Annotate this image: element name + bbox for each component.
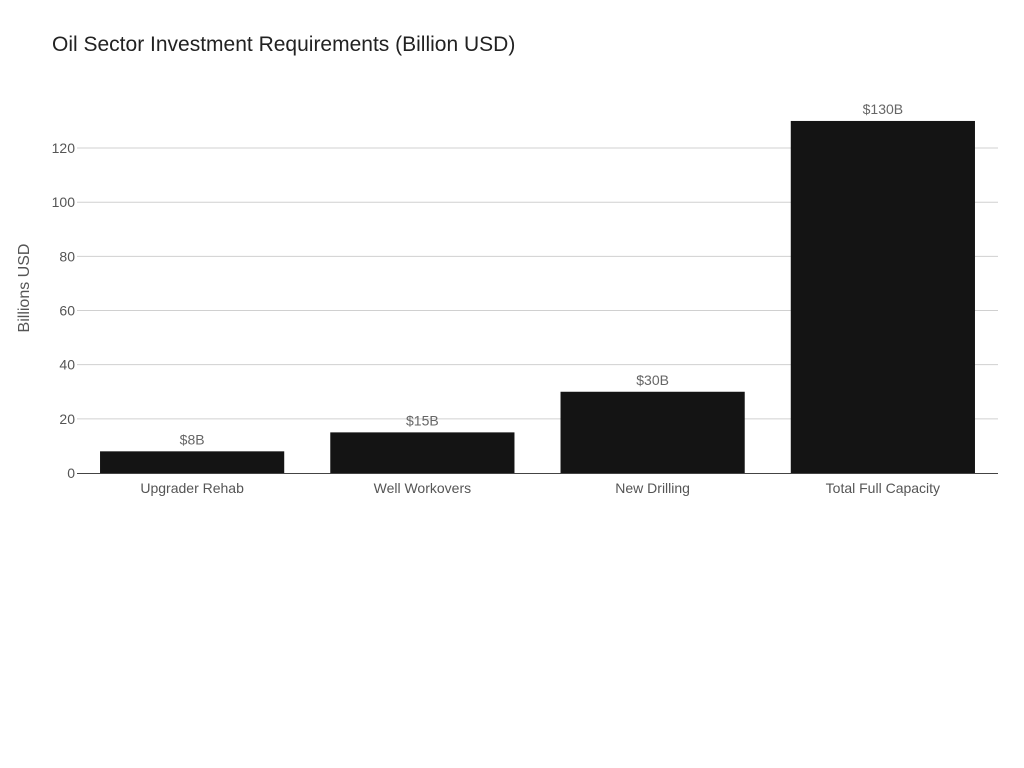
x-axis-ticks: Upgrader Rehab Well Workovers New Drilling…	[140, 480, 940, 496]
chart-title: Oil Sector Investment Requirements (Bill…	[52, 33, 515, 56]
bars	[100, 120, 975, 473]
data-label: $30B	[636, 372, 669, 388]
y-axis-label: Billions USD	[16, 244, 33, 333]
y-tick-label: 40	[59, 357, 75, 373]
y-tick-label: 120	[52, 140, 76, 156]
bar	[330, 432, 515, 473]
y-tick-label: 20	[59, 411, 75, 427]
x-tick-label: New Drilling	[615, 480, 690, 496]
data-label: $130B	[863, 101, 903, 117]
y-tick-label: 80	[59, 248, 75, 264]
y-tick-label: 60	[59, 303, 75, 319]
data-label: $8B	[180, 431, 205, 447]
x-tick-label: Well Workovers	[374, 480, 472, 496]
x-tick-label: Upgrader Rehab	[140, 480, 244, 496]
data-labels: $8B $15B $30B $130B	[180, 101, 903, 447]
x-tick-label: Total Full Capacity	[826, 480, 940, 496]
data-label: $15B	[406, 412, 439, 428]
y-axis-ticks: 0 20 40 60 80 100 120	[52, 140, 76, 481]
bar	[560, 391, 745, 473]
y-tick-label: 100	[52, 194, 76, 210]
bar	[100, 451, 285, 473]
y-tick-label: 0	[67, 465, 75, 481]
bar	[790, 120, 975, 473]
